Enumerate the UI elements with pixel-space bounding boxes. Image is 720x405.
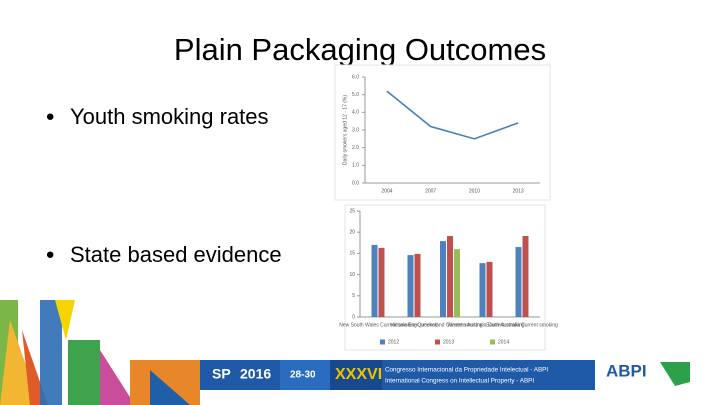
legend-label: 2012 xyxy=(388,339,399,345)
legend-swatch xyxy=(380,339,385,345)
x-tick-label: Queensland Current smoking xyxy=(417,322,482,328)
y-tick-label: 1.0 xyxy=(352,163,359,169)
bar xyxy=(440,241,446,317)
footer-edition: XXXVI xyxy=(335,366,382,383)
footer-dates: 28-30 xyxy=(290,370,316,381)
y-tick-label: 2.0 xyxy=(352,145,359,151)
logo-shape xyxy=(660,362,690,386)
y-tick-label: 25 xyxy=(349,208,355,214)
bar xyxy=(414,253,421,317)
bar xyxy=(479,263,486,317)
bar xyxy=(454,249,460,317)
bar xyxy=(447,236,453,317)
x-tick-label: Western Australia Current smoking xyxy=(447,322,524,328)
x-tick-label: Victoria Ever smoked xyxy=(390,322,437,328)
footer-line: Congresso Internacional da Propriedade I… xyxy=(385,367,548,374)
y-tick-label: 5 xyxy=(352,293,355,299)
legend-swatch xyxy=(435,339,440,345)
y-tick-label: 0.0 xyxy=(352,180,359,186)
x-tick-label: South Australia Current smoking xyxy=(486,322,558,328)
y-tick-label: 0 xyxy=(352,314,355,320)
footer-logo: ABPI xyxy=(606,361,647,380)
bar xyxy=(486,261,493,317)
x-tick-label: 2007 xyxy=(425,188,436,194)
x-tick-label: 2010 xyxy=(469,188,480,194)
y-tick-label: 6.0 xyxy=(352,74,359,80)
x-tick-label: 2013 xyxy=(513,188,524,194)
legend-swatch xyxy=(490,339,495,345)
legend-label: 2014 xyxy=(498,339,509,345)
footer-year: 2016 xyxy=(240,366,271,382)
y-tick-label: 5.0 xyxy=(352,92,359,98)
bar xyxy=(522,236,529,317)
x-tick-label: 2004 xyxy=(381,188,392,194)
legend-label: 2013 xyxy=(443,339,454,345)
bar xyxy=(407,255,414,317)
bar xyxy=(371,244,378,317)
y-tick-label: 15 xyxy=(349,251,355,257)
decoration xyxy=(0,300,200,405)
y-tick-label: 10 xyxy=(349,272,355,278)
bullet-mark: • xyxy=(46,103,54,130)
bullet-mark: • xyxy=(46,241,54,268)
slide-title: Plain Packaging Outcomes xyxy=(174,32,546,67)
y-axis-label: Daily smokers aged 12 - 17 (%) xyxy=(342,95,348,165)
y-tick-label: 20 xyxy=(349,230,355,236)
y-tick-label: 3.0 xyxy=(352,127,359,133)
line-series xyxy=(386,90,519,140)
bullet-text: Youth smoking rates xyxy=(70,104,269,129)
bar xyxy=(378,247,385,317)
footer-city: SP xyxy=(212,366,231,382)
chart-frame xyxy=(334,64,551,201)
bar xyxy=(515,247,522,317)
bullet-text: State based evidence xyxy=(70,242,282,267)
x-tick-label: New South Wales Current smoking xyxy=(339,322,417,328)
y-tick-label: 4.0 xyxy=(352,110,359,116)
footer-band xyxy=(200,360,595,390)
footer-line: International Congress on Intellectual P… xyxy=(385,378,534,385)
